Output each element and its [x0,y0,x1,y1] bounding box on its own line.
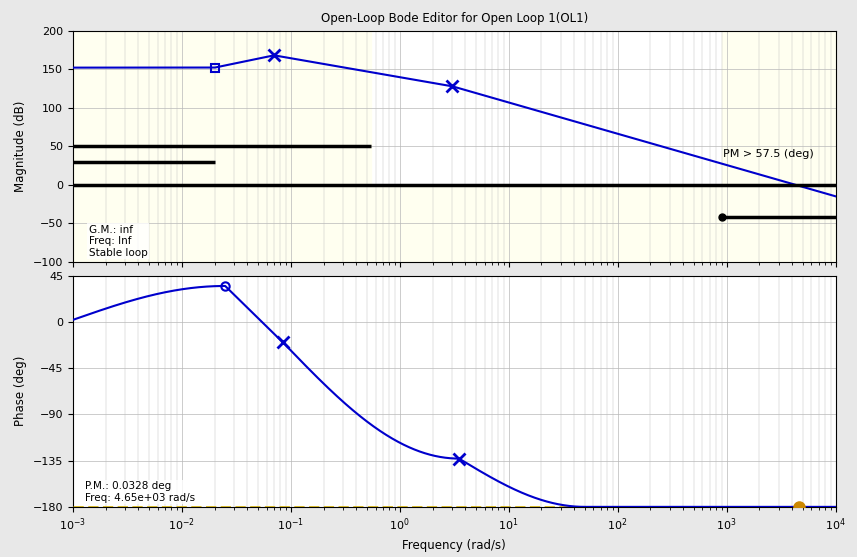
Text: PM > 57.5 (deg): PM > 57.5 (deg) [722,149,813,159]
Text: P.M.: 0.0328 deg
Freq: 4.65e+03 rad/s: P.M.: 0.0328 deg Freq: 4.65e+03 rad/s [85,481,195,503]
Y-axis label: Magnitude (dB): Magnitude (dB) [15,101,27,192]
X-axis label: Frequency (rad/s): Frequency (rad/s) [402,539,506,552]
Title: Open-Loop Bode Editor for Open Loop 1(OL1): Open-Loop Bode Editor for Open Loop 1(OL… [321,12,588,25]
Bar [73,185,836,262]
Bar [722,31,836,262]
Text: G.M.: inf
Freq: Inf
Stable loop: G.M.: inf Freq: Inf Stable loop [89,225,147,258]
Y-axis label: Phase (deg): Phase (deg) [14,356,27,427]
